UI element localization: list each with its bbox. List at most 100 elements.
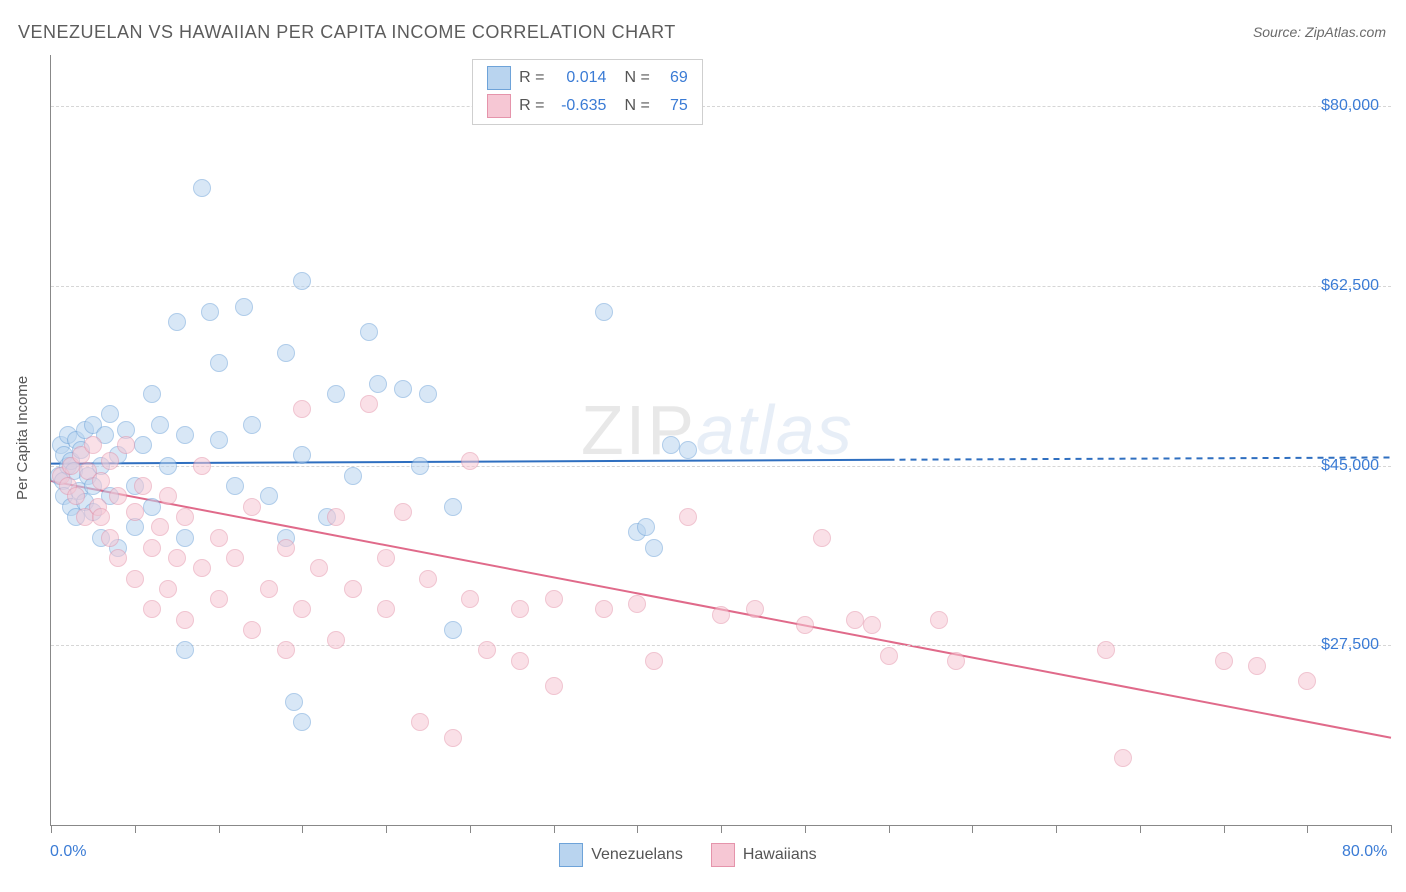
data-point bbox=[595, 600, 613, 618]
x-tick bbox=[554, 825, 555, 833]
x-tick bbox=[721, 825, 722, 833]
data-point bbox=[846, 611, 864, 629]
data-point bbox=[143, 498, 161, 516]
x-tick bbox=[972, 825, 973, 833]
data-point bbox=[210, 529, 228, 547]
data-point bbox=[176, 426, 194, 444]
y-axis-label: Per Capita Income bbox=[14, 376, 31, 500]
data-point bbox=[193, 179, 211, 197]
data-point bbox=[168, 549, 186, 567]
source-name: ZipAtlas.com bbox=[1305, 24, 1386, 40]
gridline bbox=[51, 286, 1391, 287]
data-point bbox=[226, 549, 244, 567]
data-point bbox=[117, 436, 135, 454]
chart-container: { "title": "VENEZUELAN VS HAWAIIAN PER C… bbox=[0, 0, 1406, 892]
chart-title: VENEZUELAN VS HAWAIIAN PER CAPITA INCOME… bbox=[18, 22, 676, 43]
legend-label: Venezuelans bbox=[591, 846, 683, 864]
data-point bbox=[444, 729, 462, 747]
data-point bbox=[293, 713, 311, 731]
data-point bbox=[637, 518, 655, 536]
plot-area: ZIPatlas $27,500$45,000$62,500$80,000 bbox=[50, 55, 1391, 826]
stats-row: R =-0.635N =75 bbox=[481, 92, 694, 120]
data-point bbox=[411, 457, 429, 475]
y-tick-label: $45,000 bbox=[1321, 457, 1379, 475]
trend-lines bbox=[51, 55, 1391, 825]
data-point bbox=[360, 395, 378, 413]
data-point bbox=[243, 416, 261, 434]
data-point bbox=[134, 436, 152, 454]
data-point bbox=[143, 385, 161, 403]
data-point bbox=[101, 452, 119, 470]
n-value: 75 bbox=[658, 97, 688, 115]
n-label: N = bbox=[624, 69, 649, 87]
data-point bbox=[595, 303, 613, 321]
data-point bbox=[1215, 652, 1233, 670]
data-point bbox=[84, 436, 102, 454]
x-tick bbox=[1140, 825, 1141, 833]
data-point bbox=[109, 549, 127, 567]
data-point bbox=[260, 487, 278, 505]
data-point bbox=[1298, 672, 1316, 690]
data-point bbox=[193, 457, 211, 475]
stats-row: R =0.014N =69 bbox=[481, 64, 694, 92]
data-point bbox=[277, 641, 295, 659]
data-point bbox=[159, 457, 177, 475]
data-point bbox=[277, 539, 295, 557]
x-tick bbox=[386, 825, 387, 833]
x-tick bbox=[889, 825, 890, 833]
data-point bbox=[134, 477, 152, 495]
data-point bbox=[101, 529, 119, 547]
data-point bbox=[645, 652, 663, 670]
data-point bbox=[419, 570, 437, 588]
data-point bbox=[101, 405, 119, 423]
gridline bbox=[51, 645, 1391, 646]
data-point bbox=[159, 487, 177, 505]
data-point bbox=[712, 606, 730, 624]
series-swatch bbox=[487, 94, 511, 118]
data-point bbox=[201, 303, 219, 321]
data-point bbox=[419, 385, 437, 403]
data-point bbox=[143, 600, 161, 618]
data-point bbox=[151, 416, 169, 434]
data-point bbox=[193, 559, 211, 577]
data-point bbox=[880, 647, 898, 665]
x-tick bbox=[302, 825, 303, 833]
legend-bottom: Venezuelans Hawaiians bbox=[559, 843, 816, 867]
data-point bbox=[327, 385, 345, 403]
data-point bbox=[662, 436, 680, 454]
r-value: -0.635 bbox=[552, 97, 606, 115]
data-point bbox=[796, 616, 814, 634]
data-point bbox=[1248, 657, 1266, 675]
data-point bbox=[293, 400, 311, 418]
data-point bbox=[444, 621, 462, 639]
data-point bbox=[159, 580, 177, 598]
data-point bbox=[746, 600, 764, 618]
data-point bbox=[327, 508, 345, 526]
data-point bbox=[863, 616, 881, 634]
data-point bbox=[176, 611, 194, 629]
data-point bbox=[377, 549, 395, 567]
data-point bbox=[679, 508, 697, 526]
data-point bbox=[243, 621, 261, 639]
data-point bbox=[360, 323, 378, 341]
correlation-stats-box: R =0.014N =69R = -0.635 N = 75 bbox=[472, 59, 703, 125]
x-tick bbox=[637, 825, 638, 833]
data-point bbox=[92, 508, 110, 526]
data-point bbox=[679, 441, 697, 459]
source-attribution: Source: ZipAtlas.com bbox=[1253, 24, 1386, 40]
data-point bbox=[461, 590, 479, 608]
data-point bbox=[344, 467, 362, 485]
r-label: R = bbox=[519, 69, 544, 87]
y-tick-label: $62,500 bbox=[1321, 277, 1379, 295]
data-point bbox=[369, 375, 387, 393]
n-label: N = bbox=[624, 97, 649, 115]
x-tick bbox=[51, 825, 52, 833]
data-point bbox=[947, 652, 965, 670]
x-tick bbox=[470, 825, 471, 833]
x-tick bbox=[1307, 825, 1308, 833]
data-point bbox=[243, 498, 261, 516]
data-point bbox=[92, 472, 110, 490]
legend-label: Hawaiians bbox=[743, 846, 817, 864]
data-point bbox=[126, 518, 144, 536]
data-point bbox=[168, 313, 186, 331]
